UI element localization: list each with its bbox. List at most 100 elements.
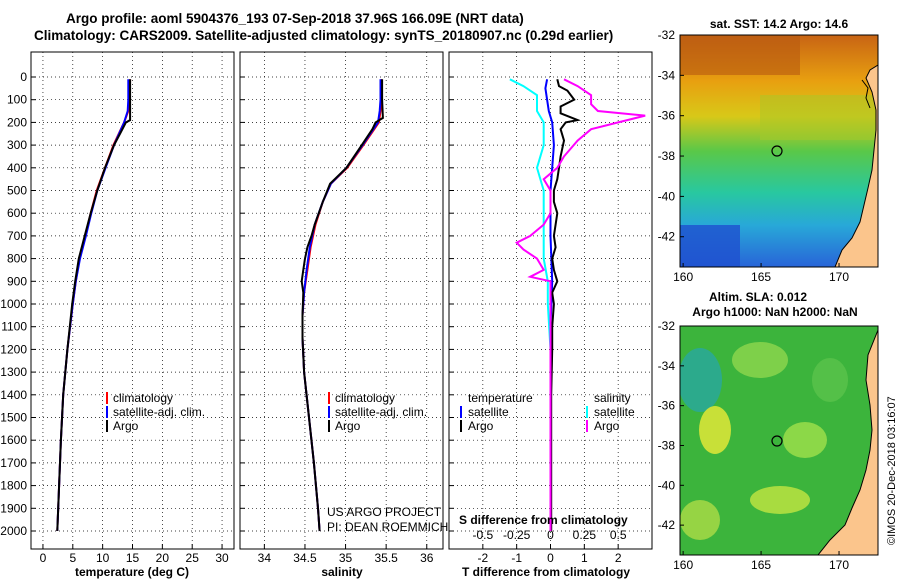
y-tick-label: 1900 [0,501,27,515]
x-tick-label: 34.5 [293,551,317,565]
map-lat-label: -34 [658,359,676,373]
y-tick-label: 800 [7,252,27,266]
legend-argo-label: Argo [113,419,139,433]
y-tick-label: 500 [7,184,27,198]
sst-argo-float-marker [771,145,783,157]
project-credit-line2: PI: DEAN ROEMMICH [327,520,448,534]
sst-map-title: sat. SST: 14.2 Argo: 14.6 [710,17,849,31]
s-tick-label: 0.5 [610,528,627,542]
series-line-s-satellite [509,78,552,531]
legend-s-satellite-label: satellite [594,405,635,419]
x-tick-label: 34 [258,551,272,565]
map-lat-label: -36 [658,399,676,413]
imos-watermark: ©IMOS 20-Dec-2018 03:16:07 [886,396,898,545]
x-tick-label: 2 [615,551,622,565]
x-tick-label: 5 [69,551,76,565]
salinity-panel-frame [239,51,444,550]
sla-map-title-line1: Altim. SLA: 0.012 [709,290,807,304]
sla-argo-float-marker [771,435,783,447]
sla-land-newzealand [817,326,878,555]
sla-map: Altim. SLA: 0.012 Argo h1000: NaN h2000:… [658,290,879,572]
legend-climatology-label: climatology [335,391,395,405]
salinity-legend: climatology satellite-adj. clim. Argo [328,391,427,433]
sst-map: sat. SST: 14.2 Argo: 14.6 -32 -34 -36 -38 -4… [658,17,879,284]
s-tick-label: -0.25 [503,528,531,542]
series-line-argo [56,79,132,532]
y-tick-label: 1100 [1,320,27,334]
sla-blob [783,422,827,458]
map-lon-label: 170 [829,270,849,284]
legend-climatology-label: climatology [113,391,173,405]
x-tick-label: 25 [186,551,200,565]
sst-warm-patch [680,35,800,75]
series-line-s-argo [515,78,646,531]
map-lat-label: -38 [658,438,676,452]
y-tick-label: 900 [7,274,27,288]
map-lon-label: 165 [751,270,771,284]
map-lat-label: -32 [658,28,676,42]
legend-s-argo-label: Argo [594,419,620,433]
y-tick-label: 100 [7,93,27,107]
map-lat-label: -40 [658,189,676,203]
difference-legend-salinity: salinity satellite Argo [586,391,635,433]
legend-satellite-label: satellite-adj. clim. [113,405,205,419]
sst-land-newzealand [834,35,878,267]
s-difference-axis-label: S difference from climatology [459,513,628,527]
s-tick-label: 0 [547,528,554,542]
x-tick-label: 1 [581,551,588,565]
map-lat-label: -38 [658,149,676,163]
x-tick-label: 15 [126,551,140,565]
sla-map-frame [679,325,879,556]
x-tick-label: 36 [420,551,434,565]
y-tick-label: 200 [7,115,27,129]
legend-temperature-title: temperature [468,391,533,405]
map-lon-label: 160 [673,270,693,284]
x-tick-label: 35 [339,551,353,565]
s-tick-label: 0.25 [573,528,597,542]
x-tick-label: 0 [547,551,554,565]
legend-argo-label: Argo [335,419,361,433]
sla-blob [812,358,848,402]
x-tick-label: -1 [511,551,522,565]
y-tick-label: 1300 [0,365,27,379]
sla-blob [732,342,788,378]
y-tick-label: 1000 [0,297,27,311]
y-tick-label: 1500 [0,411,27,425]
map-lat-label: -40 [658,478,676,492]
sla-map-title-line2: Argo h1000: NaN h2000: NaN [692,305,857,319]
legend-t-argo-label: Argo [468,419,494,433]
map-lat-label: -34 [658,68,676,82]
legend-salinity-title: salinity [594,391,631,405]
map-lat-label: -42 [658,518,676,532]
plot-title-line2: Climatology: CARS2009. Satellite-adjuste… [34,28,614,43]
map-lat-label: -42 [658,230,676,244]
y-tick-label: 700 [7,229,27,243]
legend-satellite-label: satellite-adj. clim. [335,405,427,419]
sst-coastline [861,79,871,109]
y-tick-label: 1800 [0,479,27,493]
series-line-argo [300,79,384,532]
legend-t-satellite-label: satellite [468,405,509,419]
y-tick-label: 400 [7,161,27,175]
x-tick-label: 35.5 [374,551,398,565]
sla-blob [680,500,720,540]
y-tick-label: 1700 [0,456,27,470]
map-lon-label: 170 [829,558,849,572]
temperature-legend: climatology satellite-adj. clim. Argo [106,391,205,433]
sst-map-frame [679,34,879,268]
map-lat-label: -32 [658,319,676,333]
x-tick-label: 10 [96,551,110,565]
y-tick-label: 300 [7,138,27,152]
sla-blob [699,406,731,454]
map-lat-label: -36 [658,109,676,123]
project-credit-line1: US ARGO PROJECT [327,505,442,519]
plot-title-line1: Argo profile: aoml 5904376_193 07-Sep-20… [66,11,524,26]
x-tick-label: 30 [215,551,229,565]
difference-legend-temperature: temperature satellite Argo [460,391,533,433]
y-tick-label: 1200 [0,342,27,356]
y-tick-label: 600 [7,206,27,220]
y-tick-label: 2000 [0,524,27,538]
difference-xlabel: T difference from climatology [462,565,630,579]
temperature-xlabel: temperature (deg C) [75,565,189,579]
